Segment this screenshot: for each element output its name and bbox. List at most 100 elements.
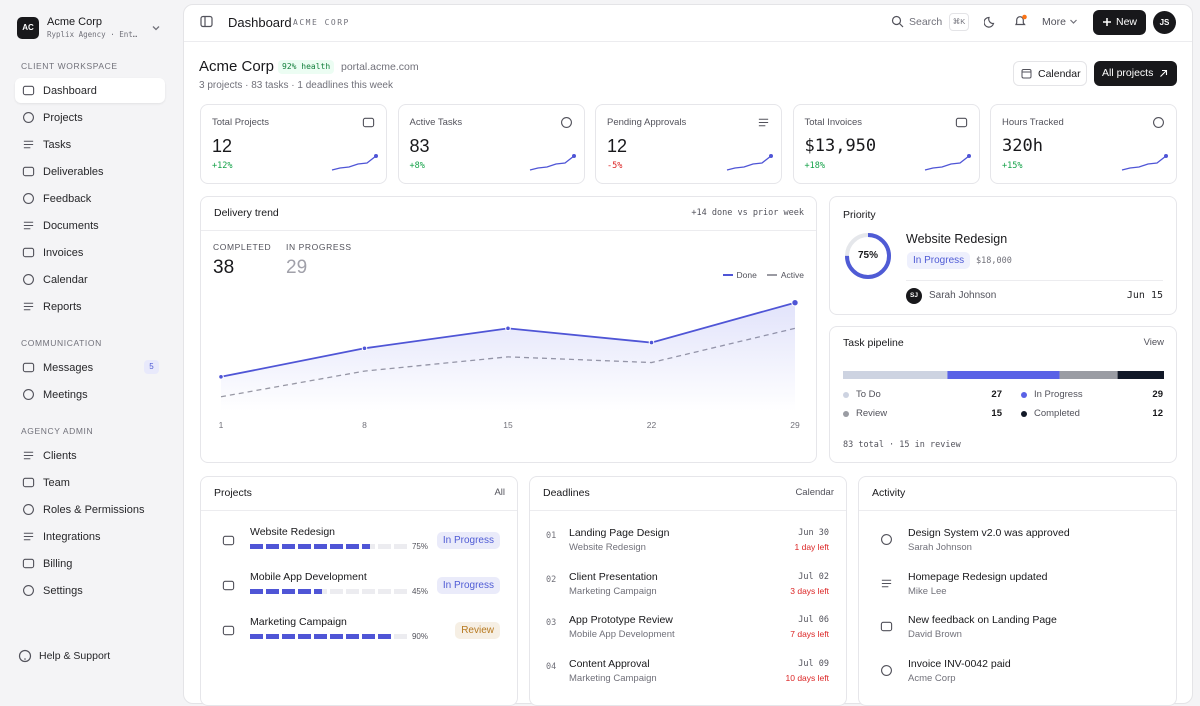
kpi-card: Active Tasks 83 +8% [397,104,585,184]
nav-icon [23,221,34,230]
progress-fill [250,544,370,549]
sidebar-toggle[interactable] [200,15,213,28]
kpi-icon [955,117,967,128]
sparkline-line [331,155,377,171]
theme-toggle[interactable] [984,15,997,28]
deadline-date: Jun 30 [798,528,829,538]
nav-item[interactable]: Team [15,469,165,496]
nav-item[interactable]: Clients [15,442,165,469]
nav-item[interactable]: Deliverables [15,158,165,185]
sparkline-dot [966,154,971,158]
icon-shape [880,621,893,632]
nav-item[interactable]: Reports [15,293,165,320]
nav-icon [23,504,34,515]
calendar-button[interactable]: Calendar [1013,61,1087,86]
health-badge: 92% health [278,60,335,74]
deadline-title: App Prototype Review [569,614,673,626]
x-tick-label: 1 [219,420,224,430]
kpi-change: +8% [409,161,425,171]
nav-label: Feedback [43,192,92,205]
x-tick-label: 22 [647,420,657,430]
kpi-value: 83 [409,136,430,156]
nav-icon [23,451,34,460]
status-pill: In Progress [907,252,971,269]
kpi-change: +12% [212,161,233,171]
deadlines-card: Deadlines Calendar 01 Landing Page Design… [529,476,847,706]
search[interactable]: Search [909,16,943,28]
nav-item[interactable]: Tasks [15,131,165,158]
nav-item[interactable]: Meetings [15,381,165,408]
icon-shape [23,140,34,149]
nav-icon [23,532,34,541]
deadline-date: Jul 06 [798,615,829,625]
nav-item[interactable]: Billing [15,550,165,577]
point [361,345,368,352]
deadline-title: Landing Page Design [569,527,670,539]
icon-shape [22,477,35,488]
nav-item[interactable]: Integrations [15,523,165,550]
legend-count: 15 [991,408,1002,419]
nav-label: Projects [43,111,83,124]
all-link[interactable]: All [494,487,505,498]
ring-progress [845,233,891,279]
sparkline [331,154,378,171]
owner-name: Sarah Johnson [929,290,997,301]
activity-who: Mike Lee [908,585,947,597]
icon-shape [758,118,769,127]
pipeline-footer: 83 total · 15 in review [843,440,961,450]
pipeline-card: Task pipeline View 83 total · 15 in revi… [829,326,1177,463]
legend-item: Active [766,270,804,280]
sparkline-dot [769,154,773,158]
owner-avatar: SJ [906,288,922,304]
icon-shape [560,117,572,128]
user-avatar[interactable]: JS [1153,11,1176,34]
stat-value: 38 [213,257,235,278]
icon-shape [881,534,892,545]
nav-icon [23,389,34,400]
org-name: Acme Corp [47,16,103,28]
section-title: AGENCY ADMIN [21,426,94,436]
view-link[interactable]: View [1143,337,1164,348]
nav-item[interactable]: Feedback [15,185,165,212]
nav-item[interactable]: Projects [15,104,165,131]
nav-item[interactable]: Calendar [15,266,165,293]
icon-shape [23,274,34,285]
nav-item[interactable]: Invoices [15,239,165,266]
legend-dot [843,392,849,398]
nav-item[interactable]: Messages 5 [15,354,165,381]
help-link[interactable]: Help & Support [39,650,111,662]
notifications[interactable] [1013,14,1028,29]
legend-item: Done [722,270,757,280]
client-name: Acme Corp [199,58,275,75]
icon-shape [362,117,375,128]
nav-label: Invoices [43,246,84,259]
nav-label: Messages [43,361,94,374]
kpi-card: Total Invoices $13,950 +18% [792,104,980,184]
nav-label: Settings [43,584,83,597]
all-projects-button[interactable]: All projects [1094,61,1177,86]
nav-item[interactable]: Settings [15,577,165,604]
progress-track [250,544,410,549]
page: AC Acme Corp Ryplix Agency · Ent… CLIENT… [15,4,1193,706]
nav-item[interactable]: Dashboard [15,78,165,103]
nav-item[interactable]: Documents [15,212,165,239]
card-title: Task pipeline [843,337,904,349]
stat-label: IN PROGRESS [286,242,352,252]
new-button[interactable]: New [1093,10,1146,35]
kpi-change: +18% [804,161,825,171]
icon-shape [23,221,34,230]
portal-url: portal.acme.com [341,61,419,73]
nav-label: Integrations [43,530,101,543]
icon-shape [881,579,892,587]
deadline-project: Marketing Campaign [569,672,657,684]
nav-item[interactable]: Roles & Permissions [15,496,165,523]
nav-label: Deliverables [43,165,104,178]
project-icon [222,580,235,591]
icon-shape [222,535,235,546]
calendar-link[interactable]: Calendar [795,487,834,498]
deadline-project: Mobile App Development [569,629,675,640]
deadline-project: Website Redesign [569,542,646,553]
section-title: COMMUNICATION [21,338,102,348]
org-switcher[interactable] [150,22,162,34]
more-menu[interactable]: More [1042,16,1066,28]
